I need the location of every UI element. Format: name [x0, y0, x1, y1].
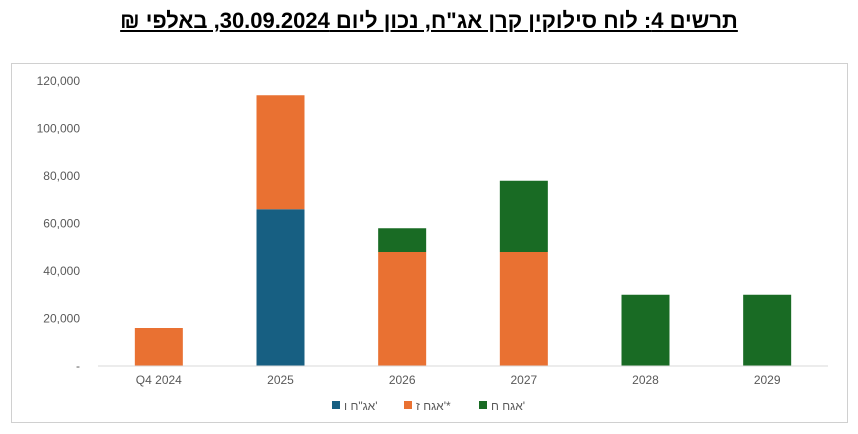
- x-axis: Q4 2024 2025 2026 2027 2028 2029: [98, 365, 828, 387]
- legend: אג"ח ו' אגח ז'* אגח ח': [332, 399, 525, 413]
- bar-segment: [499, 252, 548, 366]
- legend-swatch: [479, 401, 487, 409]
- x-tick-label: 2026: [389, 373, 416, 387]
- y-tick-label: 20,000: [43, 312, 80, 326]
- y-tick-label: 80,000: [43, 169, 80, 183]
- x-tick-label: 2025: [267, 373, 294, 387]
- legend-swatch: [404, 401, 412, 409]
- y-tick-label: 40,000: [43, 264, 80, 278]
- y-tick-label: 60,000: [43, 217, 80, 231]
- y-tick-label: 120,000: [37, 74, 81, 88]
- chart-title: תרשים 4: לוח סילוקין קרן אג"ח, נכון ליום…: [120, 8, 738, 33]
- bar-segment: [743, 294, 792, 366]
- bar-segment: [256, 95, 305, 210]
- bar-segment: [378, 252, 427, 366]
- x-tick-label: 2027: [510, 373, 537, 387]
- x-tick-label: 2028: [632, 373, 659, 387]
- bars: [134, 95, 792, 366]
- x-tick-label: 2029: [754, 373, 781, 387]
- y-tick-label: -: [76, 359, 80, 373]
- legend-label: אגח ח': [491, 399, 525, 413]
- legend-label: אגח ז'*: [416, 399, 451, 413]
- bar-segment: [499, 180, 548, 252]
- bar-segment: [621, 294, 670, 366]
- bar-segment: [378, 228, 427, 252]
- y-axis: - 20,000 40,000 60,000 80,000 100,000 120,000: [37, 74, 81, 373]
- legend-label: אג"ח ו': [344, 399, 378, 413]
- bar-segment: [134, 328, 183, 366]
- bar-segment: [256, 209, 305, 366]
- y-tick-label: 100,000: [37, 122, 81, 136]
- x-tick-label: Q4 2024: [136, 373, 182, 387]
- legend-swatch: [332, 401, 340, 409]
